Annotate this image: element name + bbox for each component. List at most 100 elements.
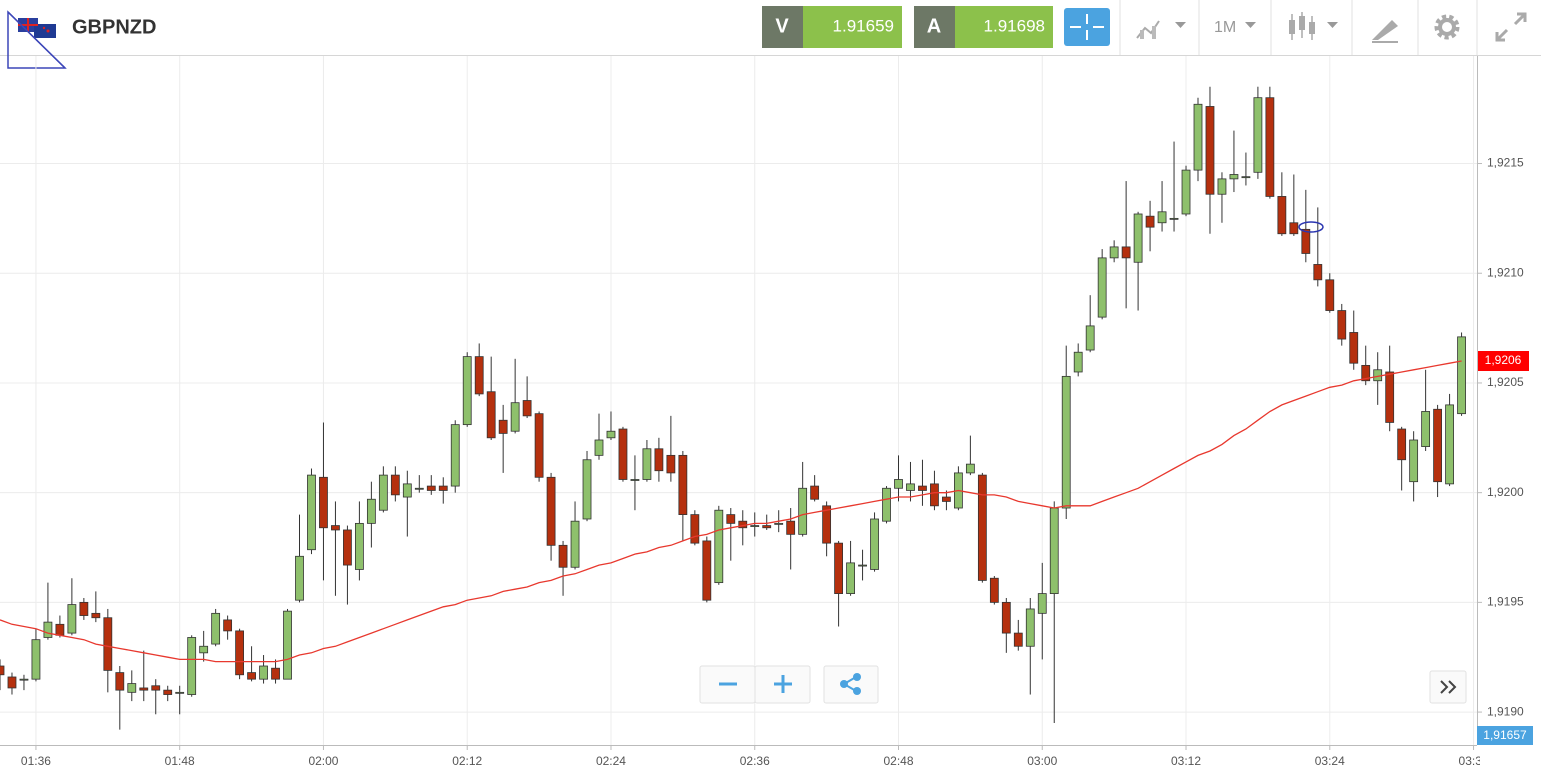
candle-body-down <box>1313 264 1323 281</box>
candle-body-up <box>366 498 376 524</box>
candle-body-down <box>486 391 496 439</box>
bid-price-label: 1,91657 <box>1483 728 1527 742</box>
ask-button[interactable]: A 1.91698 <box>914 6 1053 48</box>
candle-body-down <box>918 485 927 491</box>
ask-price: 1.91698 <box>984 16 1045 35</box>
x-tick-label: 02:36 <box>740 754 770 768</box>
candle-body-down <box>702 540 712 601</box>
drawing-button[interactable] <box>1372 20 1398 43</box>
candle-body-up <box>510 402 520 432</box>
candle-body-down <box>654 448 664 472</box>
candle-body-up <box>1241 176 1251 179</box>
settings-button[interactable] <box>1434 14 1460 40</box>
candle-body-down <box>1397 428 1407 461</box>
fullscreen-button[interactable] <box>1495 12 1527 42</box>
candle-body-up <box>307 474 316 551</box>
candle-body-up <box>211 612 221 645</box>
moving-average-line <box>0 360 1462 663</box>
chart-type-button[interactable] <box>1136 20 1186 39</box>
x-tick-label: 02:48 <box>883 754 913 768</box>
candle-body-up <box>606 430 616 439</box>
candle-body-down <box>163 689 173 695</box>
candle-body-up <box>1445 404 1454 485</box>
candle-body-down <box>390 474 400 496</box>
candle-body-down <box>223 619 233 632</box>
candle-body-down <box>139 687 149 691</box>
candle-body-up <box>378 474 388 511</box>
candle-body-up <box>630 479 640 481</box>
candle-body-up <box>1133 213 1143 263</box>
candle-body-down <box>1289 222 1299 235</box>
candle-style-button[interactable] <box>1289 12 1338 40</box>
y-tick-label: 1,9190 <box>1487 704 1524 718</box>
candle-body-up <box>199 645 209 654</box>
candle-body-down <box>1001 601 1011 634</box>
candle-body-down <box>235 630 245 676</box>
candle-body-down <box>247 672 256 680</box>
x-tick-label: 01:48 <box>165 754 195 768</box>
candle-body-down <box>942 496 951 502</box>
candle-body-up <box>594 439 604 456</box>
candle-body-down <box>103 617 113 671</box>
candle-body-up <box>450 424 460 487</box>
candle-body-up <box>1097 257 1107 318</box>
timeframe-button[interactable]: 1M <box>1214 19 1256 36</box>
candle-body-down <box>1385 371 1395 423</box>
candle-body-down <box>55 623 65 636</box>
x-tick-label: 03:36 <box>1459 754 1489 768</box>
candle-body-down <box>426 485 436 491</box>
candle-body-up <box>1073 351 1083 373</box>
candle-body-up <box>870 518 879 570</box>
candle-body-up <box>774 522 784 525</box>
share-button[interactable] <box>823 665 879 704</box>
candle-body-up <box>570 520 580 568</box>
x-tick-label: 02:24 <box>596 754 626 768</box>
candle-body-down <box>618 428 628 480</box>
candle-body-up <box>714 509 724 584</box>
x-axis-labels: 01:36 01:48 02:00 02:12 02:24 02:36 02:48 03:00… <box>21 754 1489 768</box>
candle-body-down <box>1349 332 1359 364</box>
candle-body-down <box>331 525 340 531</box>
x-tick-label: 02:00 <box>308 754 338 768</box>
y-tick-label: 1,9195 <box>1487 595 1524 609</box>
candle-body-down <box>678 454 688 516</box>
bid-label: V <box>775 15 789 37</box>
candle-body-down <box>977 474 987 581</box>
candle-body-up <box>1037 593 1047 614</box>
candle-body-up <box>1181 169 1191 215</box>
scroll-end-button[interactable] <box>1429 670 1467 704</box>
candle-body-down <box>1265 97 1275 197</box>
zoom-out-button[interactable] <box>699 665 756 704</box>
ma-price-box <box>1478 351 1529 372</box>
candle-body-down <box>79 601 89 616</box>
candle-body-up <box>894 479 903 489</box>
candle-body-down <box>810 485 820 500</box>
candle-body-up <box>354 522 364 570</box>
candle-body-up <box>1229 174 1239 180</box>
draw-tool-shape <box>7 11 66 69</box>
candle-body-up <box>259 665 268 680</box>
candle-body-down <box>1121 246 1131 259</box>
candle-body-down <box>498 419 508 434</box>
candle-body-down <box>1337 310 1347 340</box>
candle-body-down <box>1361 364 1371 382</box>
x-tick-label: 01:36 <box>21 754 51 768</box>
candle-body-up <box>1457 336 1466 415</box>
bid-button[interactable]: V 1.91659 <box>762 6 902 48</box>
crosshair-button[interactable] <box>1064 8 1110 46</box>
candle-body-down <box>989 577 999 603</box>
candle-body-down <box>546 476 556 546</box>
candle-body-up <box>798 487 808 535</box>
candle-body-up <box>1253 97 1263 173</box>
x-tick-label: 03:00 <box>1027 754 1057 768</box>
candle-body-up <box>846 562 855 594</box>
y-tick-label: 1,9215 <box>1487 156 1524 170</box>
candle-body-down <box>1301 228 1311 254</box>
candle-body-down <box>151 685 161 691</box>
candle-body-down <box>91 612 101 619</box>
candle-body-down <box>115 672 125 691</box>
candle-body-down <box>822 505 832 544</box>
candle-body-up <box>882 487 891 522</box>
zoom-in-button[interactable] <box>754 665 811 704</box>
candle-body-up <box>750 525 760 527</box>
